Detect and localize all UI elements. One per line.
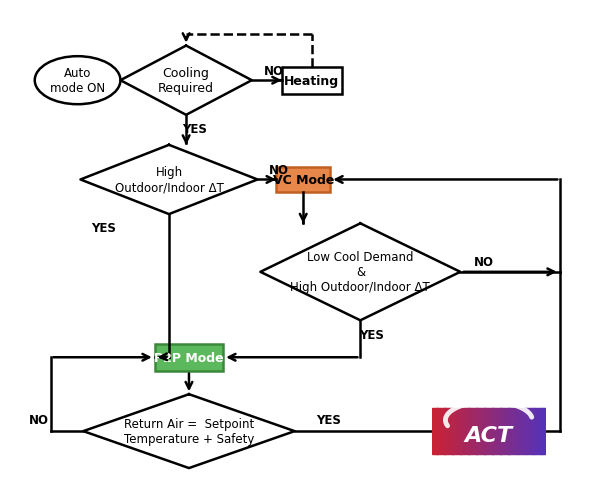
Text: VC Mode: VC Mode [273,174,334,187]
Text: NO: NO [269,164,289,177]
Text: P2P Mode: P2P Mode [154,351,224,364]
Text: NO: NO [29,413,49,426]
FancyBboxPatch shape [282,68,342,95]
FancyBboxPatch shape [155,344,223,371]
Text: YES: YES [317,413,342,426]
Text: NO: NO [474,256,494,269]
Text: Cooling
Required: Cooling Required [158,67,214,95]
Text: High
Outdoor/Indoor ΔT: High Outdoor/Indoor ΔT [115,166,223,194]
Text: Low Cool Demand
&
High Outdoor/Indoor ΔT: Low Cool Demand & High Outdoor/Indoor ΔT [290,251,430,294]
Ellipse shape [35,57,120,105]
Text: Return Air =  Setpoint
Temperature + Safety: Return Air = Setpoint Temperature + Safe… [124,417,254,445]
Text: YES: YES [91,222,116,235]
Text: Auto
mode ON: Auto mode ON [50,67,105,95]
Text: Heating: Heating [284,74,339,87]
Text: NO: NO [264,64,283,77]
Text: YES: YES [359,328,384,341]
FancyBboxPatch shape [276,167,330,193]
Text: YES: YES [182,123,207,136]
